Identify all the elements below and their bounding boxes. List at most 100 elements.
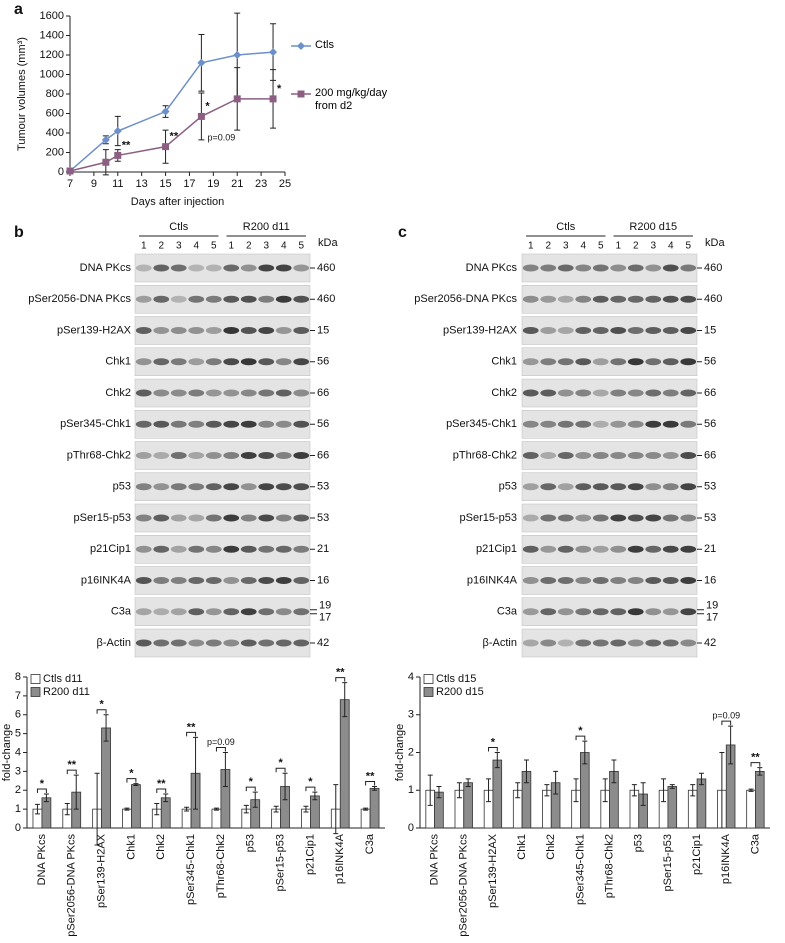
blot-band [575, 514, 592, 522]
error-bar [64, 802, 70, 816]
y-tick-label: 3 [15, 765, 21, 777]
blot-band [205, 358, 222, 366]
marker [269, 95, 277, 103]
kda-label: 19 [319, 600, 331, 612]
blot-band [575, 327, 592, 334]
blot-band [680, 545, 697, 553]
legend-label: R200 d15 [436, 686, 484, 698]
legend-marker [297, 90, 305, 98]
significance-bracket [335, 677, 346, 682]
blot-band [223, 452, 240, 459]
blot-band [170, 295, 187, 303]
error-bar [748, 788, 754, 792]
blot-label: p21Cip1 [476, 543, 517, 555]
blot-band [610, 452, 627, 459]
blot-band [153, 545, 170, 553]
error-bar [243, 804, 249, 814]
x-tick-label: 19 [207, 178, 219, 190]
blot-band [557, 514, 574, 522]
blot-band [258, 483, 275, 491]
bar [181, 808, 192, 829]
blot-label: pSer15-p53 [74, 512, 132, 524]
blot-band [522, 514, 539, 522]
error-bar [363, 807, 369, 811]
legend-label: Ctls d15 [436, 673, 476, 685]
blot-band [258, 420, 275, 428]
blot-band [592, 264, 609, 272]
blot-band [680, 264, 697, 272]
blot-band [557, 545, 574, 553]
blot-band [540, 545, 557, 553]
kda-label: 42 [317, 637, 329, 649]
blot-band [135, 608, 152, 616]
blot-band [170, 264, 187, 272]
legend-label: 200 mg/kg/day from d2 [315, 87, 388, 112]
blot-band [662, 514, 679, 522]
kda-label: 66 [317, 387, 329, 399]
y-tick-label: 1 [408, 784, 414, 796]
error-bar [184, 806, 190, 812]
error-bar [456, 782, 462, 799]
error-bar [573, 778, 579, 803]
y-tick-label: 1 [15, 803, 21, 815]
significance-label: ** [751, 752, 760, 764]
legend-swatch [423, 674, 434, 684]
blot-band [575, 389, 592, 397]
error-bar [154, 802, 160, 816]
x-tick-label: pSer15-p53 [274, 834, 286, 892]
blot-band [592, 389, 609, 397]
blot-band [627, 577, 644, 584]
blot-band [592, 452, 609, 459]
blot-band [223, 514, 240, 522]
blot-band [170, 639, 187, 647]
blot-band [153, 639, 170, 647]
x-tick-label: 25 [279, 178, 291, 190]
x-tick-label: pSer345-Chk1 [185, 834, 197, 905]
blot-band [293, 420, 310, 428]
error-bar [103, 714, 109, 742]
blot-band [627, 452, 644, 459]
blot-band [240, 327, 257, 334]
significance-bracket [126, 778, 137, 783]
error-bar [602, 778, 608, 803]
blot-band [188, 389, 205, 397]
blot-band [610, 420, 627, 428]
x-tick-label: Chk2 [545, 834, 557, 860]
blot-group: Ctls [556, 221, 575, 233]
blot-band [240, 483, 257, 491]
blot-band [557, 483, 574, 491]
x-tick-label: pThr68-Chk2 [215, 834, 227, 898]
blot-band [240, 608, 257, 616]
significance-label: p=0.09 [207, 737, 235, 747]
blot-label: DNA PKcs [80, 262, 132, 274]
blot-band [258, 327, 275, 334]
blot-label: pThr68-Chk2 [67, 449, 131, 461]
significance-bracket [186, 731, 197, 737]
blot-band [240, 545, 257, 553]
blot-band [188, 264, 205, 272]
blot-band [258, 452, 275, 459]
marker [114, 151, 122, 159]
y-tick-label: 7 [15, 690, 21, 702]
blot-band [575, 264, 592, 272]
significance-bracket [66, 769, 77, 775]
blot-band [540, 514, 557, 522]
y-tick-label: 200 [46, 146, 64, 158]
lane-label: 5 [685, 241, 691, 252]
legend-swatch [30, 674, 41, 684]
blot-band [610, 608, 627, 616]
x-tick-label: 21 [231, 178, 243, 190]
x-tick-label: DNA PKcs [428, 834, 440, 886]
blot-band [522, 639, 539, 647]
blot-band [188, 639, 205, 647]
blot-band [240, 639, 257, 647]
lane-label: 4 [193, 241, 199, 252]
bar [101, 727, 111, 829]
blot-band [610, 514, 627, 522]
blot-label: pThr68-Chk2 [453, 449, 517, 461]
blot-band [662, 295, 679, 303]
kda-label: 66 [317, 449, 329, 461]
blot-band [153, 264, 170, 272]
kda-label: 21 [704, 543, 716, 555]
kda-label: 66 [704, 387, 716, 399]
